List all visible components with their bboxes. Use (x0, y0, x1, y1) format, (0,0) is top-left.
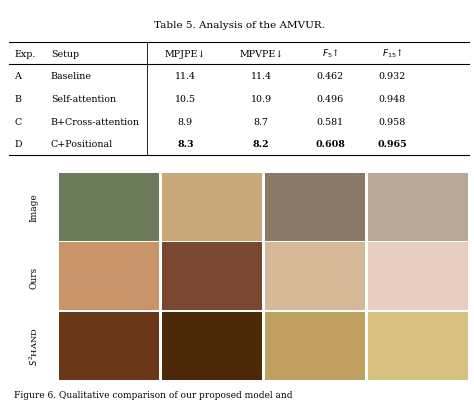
Bar (162, 174, 262, 242)
Bar (59, 312, 159, 380)
Text: 8.2: 8.2 (253, 140, 270, 149)
Text: Table 5. Analysis of the AMVUR.: Table 5. Analysis of the AMVUR. (154, 21, 325, 30)
Text: 11.4: 11.4 (175, 72, 196, 81)
Text: 0.932: 0.932 (379, 72, 406, 81)
Text: A: A (14, 72, 21, 81)
Text: 11.4: 11.4 (251, 72, 272, 81)
Bar (162, 312, 262, 380)
Bar (265, 174, 365, 242)
Text: Image: Image (29, 193, 38, 222)
Bar (368, 312, 468, 380)
Text: 0.965: 0.965 (377, 140, 407, 149)
Text: B: B (14, 95, 21, 104)
Text: 8.9: 8.9 (178, 117, 193, 126)
Text: 0.581: 0.581 (317, 117, 344, 126)
Text: 10.9: 10.9 (251, 95, 272, 104)
Text: 8.3: 8.3 (177, 140, 194, 149)
Text: 10.5: 10.5 (175, 95, 196, 104)
Text: 0.462: 0.462 (317, 72, 344, 81)
Bar (59, 174, 159, 242)
Text: Ours: Ours (29, 265, 38, 288)
Text: $\mathit{F}_5$↑: $\mathit{F}_5$↑ (322, 48, 339, 60)
Bar (368, 243, 468, 311)
Bar (265, 312, 365, 380)
Text: 0.496: 0.496 (317, 95, 344, 104)
Text: B+Cross-attention: B+Cross-attention (51, 117, 140, 126)
Text: 0.608: 0.608 (315, 140, 345, 149)
Text: MPJPE↓: MPJPE↓ (164, 49, 206, 58)
Bar (368, 174, 468, 242)
Text: MPVPE↓: MPVPE↓ (239, 49, 283, 58)
Text: Baseline: Baseline (51, 72, 92, 81)
Text: C+Positional: C+Positional (51, 140, 113, 149)
Text: D: D (14, 140, 22, 149)
Text: $\mathit{F}_{15}$↑: $\mathit{F}_{15}$↑ (382, 48, 403, 60)
Text: Exp.: Exp. (14, 49, 36, 58)
Bar (59, 243, 159, 311)
Text: C: C (14, 117, 21, 126)
Text: 0.958: 0.958 (379, 117, 406, 126)
Text: 0.948: 0.948 (379, 95, 406, 104)
Text: 8.7: 8.7 (254, 117, 269, 126)
Text: Figure 6. Qualitative comparison of our proposed model and: Figure 6. Qualitative comparison of our … (14, 390, 293, 399)
Bar (162, 243, 262, 311)
Text: Setup: Setup (51, 49, 79, 58)
Text: Self-attention: Self-attention (51, 95, 116, 104)
Text: $S^2$HAND: $S^2$HAND (27, 326, 40, 365)
Bar (265, 243, 365, 311)
